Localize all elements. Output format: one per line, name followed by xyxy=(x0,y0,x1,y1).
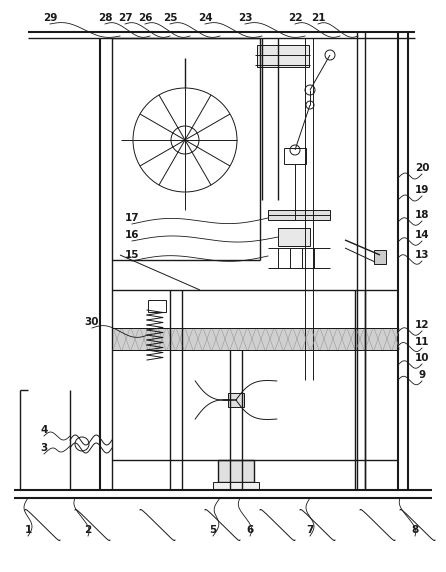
Bar xyxy=(257,45,309,67)
Text: 14: 14 xyxy=(415,230,429,240)
Text: 6: 6 xyxy=(246,525,254,535)
Bar xyxy=(148,300,166,312)
Text: 24: 24 xyxy=(198,13,212,23)
Text: 7: 7 xyxy=(306,525,314,535)
Text: 11: 11 xyxy=(415,337,429,347)
Text: 23: 23 xyxy=(238,13,252,23)
Bar xyxy=(213,482,259,490)
Bar xyxy=(112,328,398,350)
Circle shape xyxy=(305,85,315,95)
Text: 29: 29 xyxy=(43,13,57,23)
Text: 12: 12 xyxy=(415,320,429,330)
Text: 27: 27 xyxy=(118,13,132,23)
Text: 28: 28 xyxy=(98,13,112,23)
Text: 13: 13 xyxy=(415,250,429,260)
Bar xyxy=(374,250,386,264)
Text: 5: 5 xyxy=(209,525,217,535)
Text: 21: 21 xyxy=(311,13,325,23)
Circle shape xyxy=(290,145,300,155)
Bar xyxy=(228,393,244,407)
Text: 2: 2 xyxy=(84,525,91,535)
Text: 20: 20 xyxy=(415,163,429,173)
Text: 26: 26 xyxy=(138,13,152,23)
Bar xyxy=(284,148,306,164)
Circle shape xyxy=(171,126,199,154)
Text: 16: 16 xyxy=(125,230,139,240)
Text: 9: 9 xyxy=(418,370,425,380)
Bar xyxy=(278,228,310,246)
Bar xyxy=(268,210,330,220)
Text: 3: 3 xyxy=(41,443,48,453)
Text: 1: 1 xyxy=(25,525,32,535)
Circle shape xyxy=(325,50,335,60)
Bar xyxy=(218,460,254,482)
Text: 25: 25 xyxy=(163,13,177,23)
Text: 30: 30 xyxy=(85,317,99,327)
Text: 22: 22 xyxy=(288,13,302,23)
Text: 8: 8 xyxy=(411,525,419,535)
Text: 19: 19 xyxy=(415,185,429,195)
Text: 17: 17 xyxy=(125,213,139,223)
Text: 10: 10 xyxy=(415,353,429,363)
Text: 18: 18 xyxy=(415,210,429,220)
Text: 15: 15 xyxy=(125,250,139,260)
Circle shape xyxy=(306,101,314,109)
Text: 4: 4 xyxy=(40,425,48,435)
